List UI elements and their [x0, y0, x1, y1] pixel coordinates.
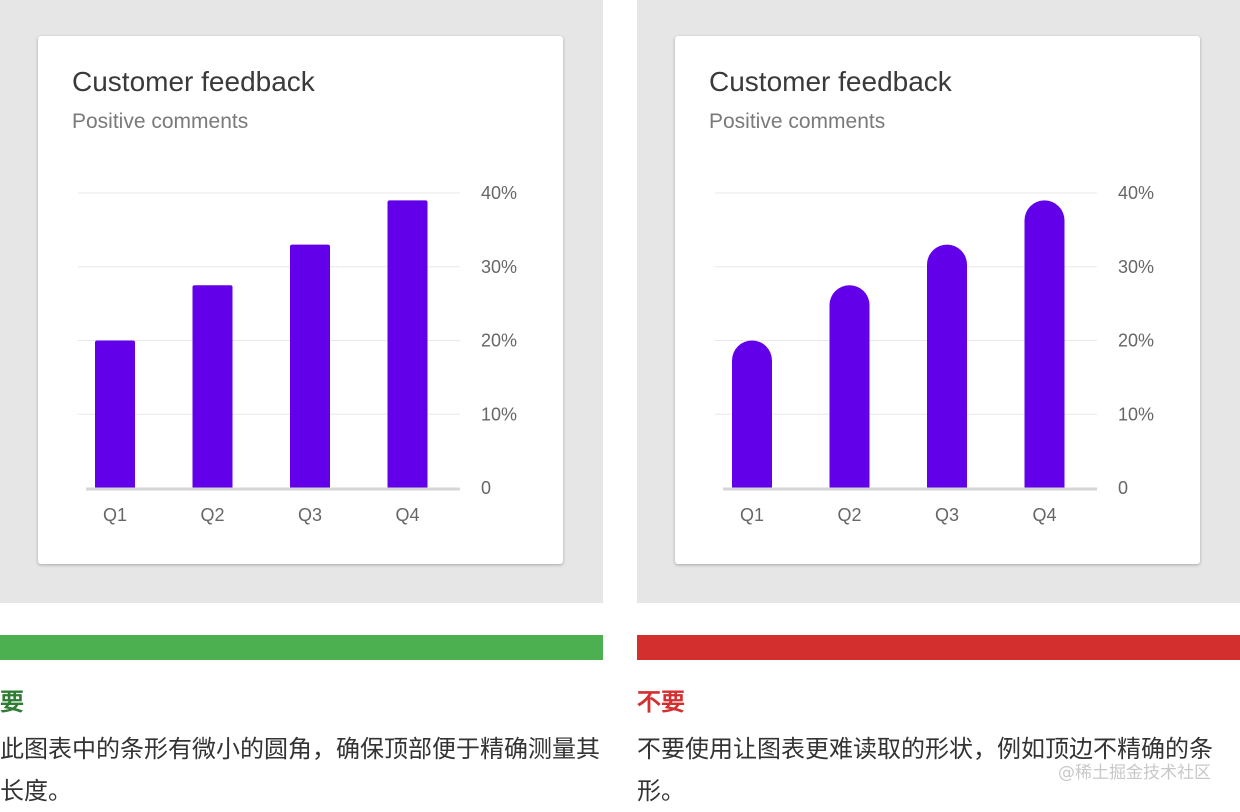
watermark: @稀土掘金技术社区	[1058, 763, 1211, 783]
y-tick-label: 20%	[481, 331, 517, 351]
bar-q3	[927, 244, 967, 488]
y-tick-label: 20%	[1118, 331, 1154, 351]
do-caption: 此图表中的条形有微小的圆角，确保顶部便于精确测量其长度。	[0, 735, 600, 805]
y-tick-label: 10%	[1118, 404, 1154, 424]
y-tick-label: 10%	[481, 404, 517, 424]
y-tick-label: 30%	[1118, 257, 1154, 277]
x-tick-label: Q3	[298, 505, 322, 525]
do-label: 要	[0, 688, 24, 716]
y-tick-label: 30%	[481, 257, 517, 277]
bar-q2	[192, 285, 233, 488]
y-tick-label: 40%	[1118, 183, 1154, 203]
x-tick-label: Q1	[740, 505, 764, 525]
bar-chart-dont: 0 10% 20% 30% 40% Q1 Q2 Q3 Q4	[715, 183, 1154, 525]
x-tick-label: Q4	[1032, 505, 1056, 525]
dont-indicator-bar	[637, 635, 1240, 660]
bar-q4	[387, 200, 428, 488]
x-tick-label: Q3	[935, 505, 959, 525]
chart-title: Customer feedback	[72, 66, 315, 97]
bar-q2	[829, 285, 870, 488]
bar-q3	[290, 244, 330, 488]
x-tick-label: Q4	[395, 505, 419, 525]
x-tick-label: Q2	[200, 505, 224, 525]
y-tick-label: 0	[481, 478, 491, 498]
dont-label: 不要	[637, 688, 685, 716]
x-tick-label: Q1	[103, 505, 127, 525]
chart-title: Customer feedback	[709, 66, 952, 97]
x-tick-label: Q2	[837, 505, 861, 525]
do-example-panel: Customer feedback Positive comments 0 10%…	[0, 0, 603, 603]
do-indicator-bar	[0, 635, 603, 660]
y-tick-label: 40%	[481, 183, 517, 203]
chart-subtitle: Positive comments	[72, 110, 249, 133]
chart-subtitle: Positive comments	[709, 110, 886, 133]
y-tick-label: 0	[1118, 478, 1128, 498]
chart-card-dont: Customer feedback Positive comments 0 10%…	[675, 36, 1200, 564]
bar-chart-do: 0 10% 20% 30% 40% Q1 Q2 Q3 Q4	[78, 183, 517, 525]
dont-example-panel: Customer feedback Positive comments 0 10%…	[637, 0, 1240, 603]
chart-card-do: Customer feedback Positive comments 0 10%…	[38, 36, 563, 564]
bar-q1	[732, 340, 772, 488]
dont-caption: 不要使用让图表更难读取的形状，例如顶边不精确的条形。	[637, 735, 1213, 805]
bar-q1	[95, 340, 135, 488]
bar-q4	[1024, 200, 1065, 488]
